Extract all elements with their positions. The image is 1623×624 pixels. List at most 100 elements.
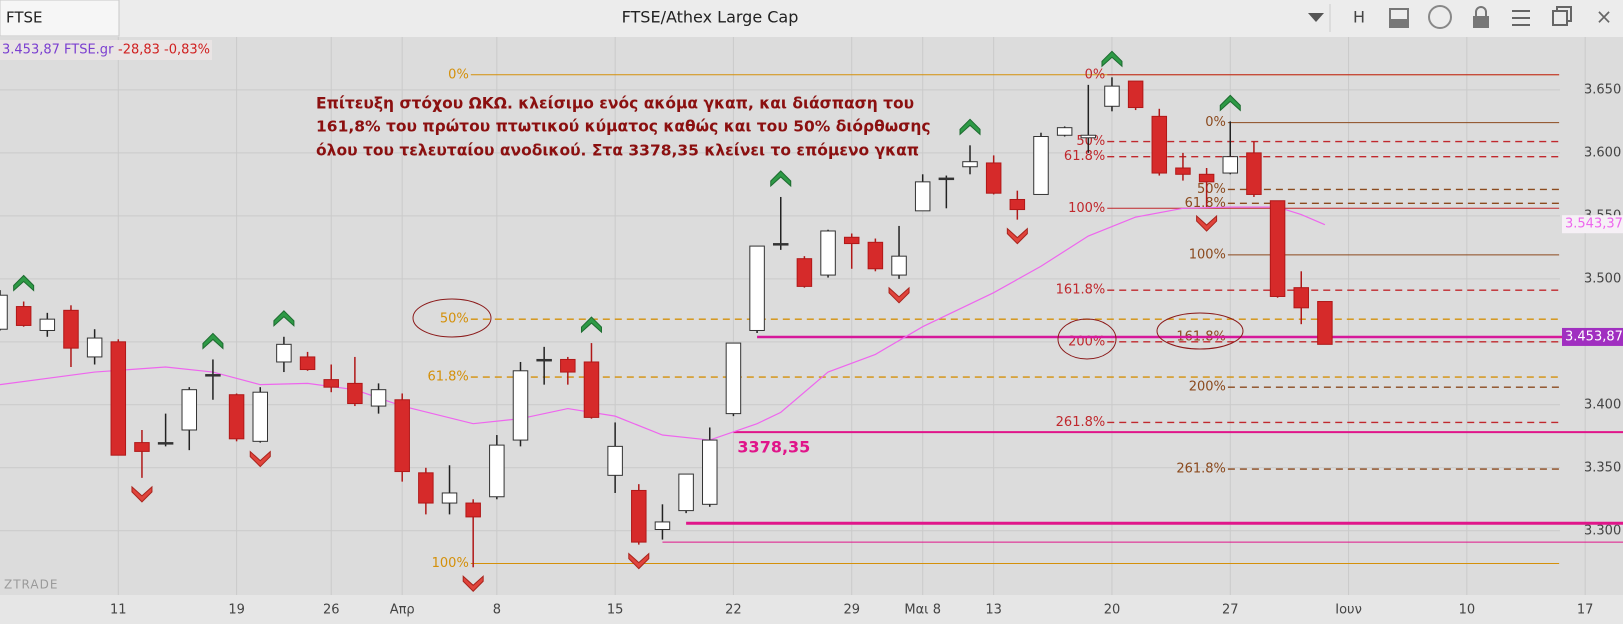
x-tick-label: 22 [725,603,742,618]
candle-body [252,391,268,442]
plot-area: 11 19 26 Απρ 8 15 22 29 Μαι 8 13 20 27 Ιουν 10 17 3.300… [0,37,1623,624]
candle-body [796,258,813,287]
fib-label: 161.8% [1056,283,1106,298]
candle-body [749,245,765,331]
signal-up [1219,94,1241,112]
price-badge [1562,215,1623,234]
x-tick-label: 10 [1459,603,1476,618]
candle-body [1033,136,1049,195]
fib-label: 50% [1197,182,1226,197]
candle-body [441,492,458,504]
fib-label: 100% [1189,247,1226,262]
highlight-ellipse [412,298,492,338]
header-title: FTSE/Athex Large Cap [622,8,799,27]
candle-body [299,356,316,371]
price-badge-label: 3.543,37 [1565,217,1623,232]
candle-body [985,162,1002,194]
signal-up [1101,50,1123,68]
signal-up [13,274,35,292]
y-tick-label: 3.600 [1584,145,1621,160]
candle-body [938,177,955,181]
annotation-line: 161,8% του πρώτου πτωτικού κύματος καθώς… [316,118,931,136]
signal-down [888,286,910,304]
candle-body [370,389,387,407]
highlight-ellipse [1057,318,1117,360]
x-tick-label: 26 [323,603,340,618]
annotation-line: όλου του τελευταίου ανοδικού. Στα 3378,3… [316,142,919,160]
quote-box [0,40,212,60]
fib-label: 0% [1205,115,1226,130]
fib-label: 261.8% [1176,462,1226,477]
lock-shackle [1475,6,1487,16]
signal-up [959,118,981,136]
candle-body [772,243,789,246]
highlight-ellipse [1156,312,1244,350]
candle-body [1198,173,1215,183]
candle-body [276,343,292,363]
candle-body [914,181,931,212]
signal-up [273,310,295,327]
signal-up [770,170,792,188]
candle-body [654,521,671,531]
candle-body [1104,85,1120,107]
fib-label: 100% [1068,201,1105,216]
lock-icon[interactable] [1473,16,1489,28]
fib-label: 100% [432,556,469,571]
candle-body [843,236,860,245]
fib-label: 61.8% [1064,149,1105,164]
candle-body [465,502,481,518]
y-tick-label: 3.500 [1584,271,1621,286]
candle-body [489,444,505,498]
fib-label: 0% [1085,67,1106,82]
restore-icon[interactable] [1552,10,1568,26]
candle-body [1269,200,1286,297]
fib-label: 61.8% [427,370,468,385]
candle-body [512,370,529,441]
candle-body [820,230,836,276]
candle-body [0,294,8,330]
quote-price: 3.453,87 FTSE.gr [2,43,114,58]
close-button[interactable]: × [1596,5,1613,29]
signal-down [462,575,484,592]
y-tick-label: 3.400 [1584,397,1621,412]
x-axis-strip [0,595,1623,624]
candle-body [394,399,410,473]
fib-label: 50% [440,312,469,327]
candle-body [725,342,742,415]
candle-body [1151,115,1168,174]
candle-body [583,361,600,418]
plot-background [0,37,1623,595]
candle-body [560,358,576,373]
candle-body [110,341,127,456]
candle-body [157,442,174,445]
signal-down [628,552,650,570]
candle-body [1080,134,1097,139]
x-tick-label: Απρ [390,603,415,618]
candle-body [536,358,552,362]
candle-body [39,318,56,331]
candle-body [1127,80,1144,109]
level-label: 3378,35 [737,438,810,457]
candle-body [134,442,150,452]
candle-body [347,382,363,405]
signal-up [580,316,602,334]
candle-body [323,379,339,388]
candle-body [891,255,907,276]
moving-average [0,206,1326,441]
x-tick-label: 17 [1577,603,1594,618]
candle-body [1246,152,1262,195]
signal-down [131,485,153,503]
candle-body [962,161,978,168]
mode-button[interactable]: H [1353,8,1365,27]
quote-icon[interactable] [1428,5,1452,29]
fib-label: 261.8% [1056,415,1106,430]
dropdown-icon[interactable] [1308,13,1324,22]
symbol-input[interactable] [0,0,120,37]
y-tick-label: 3.300 [1584,523,1621,538]
menu-icon[interactable] [1512,10,1530,26]
signal-down [1006,227,1028,245]
x-tick-label: 15 [607,603,624,618]
x-tick-label: 19 [228,603,245,618]
symbol: FTSE [6,9,43,27]
header-bar [0,0,1623,37]
